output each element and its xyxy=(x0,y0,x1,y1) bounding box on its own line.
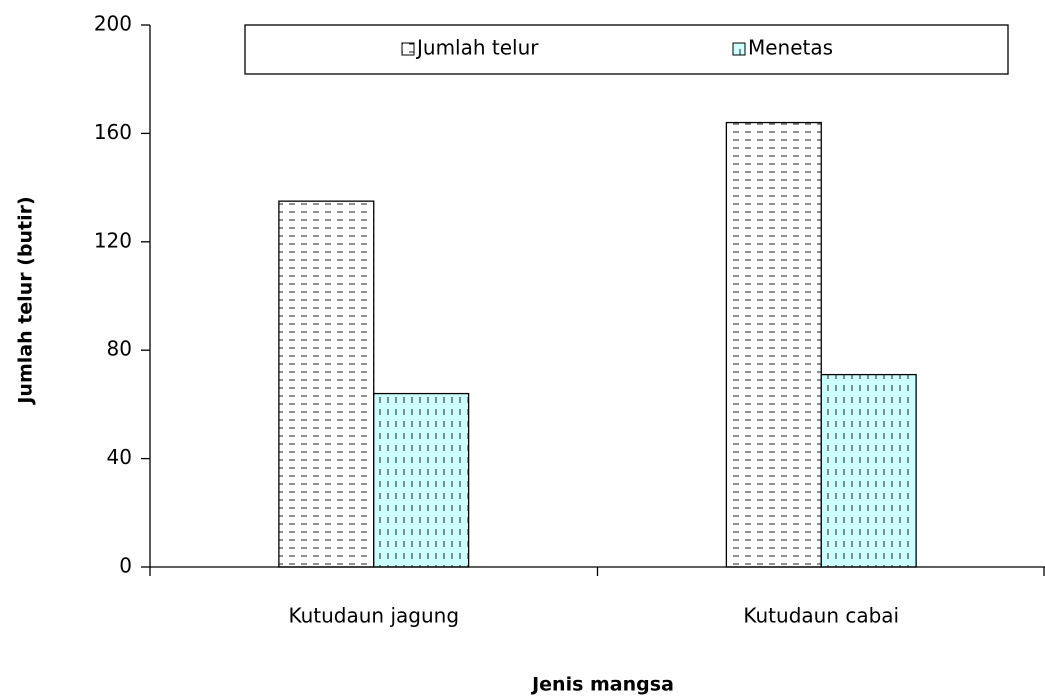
y-tick-label: 120 xyxy=(94,228,132,252)
legend-label: Menetas xyxy=(748,36,833,60)
y-tick-label: 200 xyxy=(94,12,132,36)
y-tick-label: 160 xyxy=(94,120,132,144)
x-tick-label: Kutudaun cabai xyxy=(743,604,899,628)
bar xyxy=(373,392,470,568)
y-tick-label: 0 xyxy=(119,554,132,578)
bar xyxy=(725,121,822,568)
y-tick-label: 40 xyxy=(107,445,132,469)
legend-swatch xyxy=(401,42,415,56)
x-tick-label: Kutudaun jagung xyxy=(288,604,459,628)
legend-swatch xyxy=(732,42,746,56)
bar xyxy=(278,200,375,568)
y-tick-label: 80 xyxy=(107,337,132,361)
legend-box xyxy=(244,24,1009,75)
legend-label: Jumlah telur xyxy=(415,36,539,60)
bar xyxy=(820,373,917,568)
x-axis-label: Jenis mangsa xyxy=(530,674,674,696)
y-axis-label: Jumlah telur (butir) xyxy=(15,196,37,405)
